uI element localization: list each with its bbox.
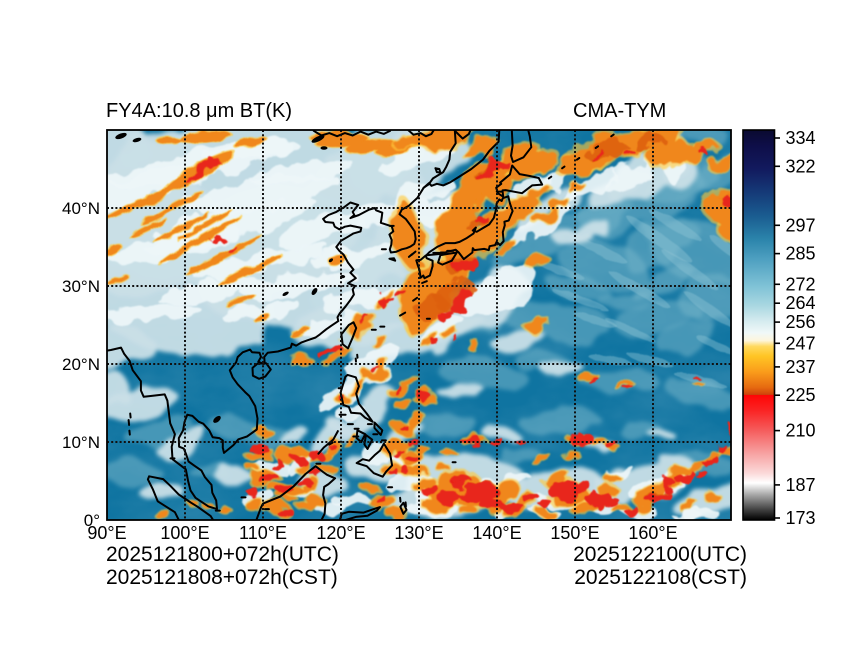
svg-text:160°E: 160°E <box>628 523 677 543</box>
svg-text:187: 187 <box>786 475 816 495</box>
svg-text:150°E: 150°E <box>550 523 599 543</box>
svg-text:10°N: 10°N <box>62 433 100 452</box>
svg-text:272: 272 <box>786 274 816 294</box>
svg-text:285: 285 <box>786 244 816 264</box>
svg-text:140°E: 140°E <box>472 523 521 543</box>
svg-text:322: 322 <box>786 156 816 176</box>
svg-text:0°: 0° <box>84 511 100 530</box>
svg-text:264: 264 <box>786 293 816 313</box>
svg-text:334: 334 <box>786 128 816 148</box>
svg-text:120°E: 120°E <box>316 523 365 543</box>
svg-text:173: 173 <box>786 508 816 528</box>
svg-text:FY4A:10.8 μm BT(K): FY4A:10.8 μm BT(K) <box>106 100 292 122</box>
svg-text:237: 237 <box>786 357 816 377</box>
svg-text:100°E: 100°E <box>160 523 209 543</box>
svg-text:225: 225 <box>786 385 816 405</box>
svg-text:2025121808+072h(CST): 2025121808+072h(CST) <box>106 566 338 589</box>
svg-text:90°E: 90°E <box>87 523 126 543</box>
svg-text:210: 210 <box>786 421 816 441</box>
svg-text:297: 297 <box>786 215 816 235</box>
svg-text:2025121800+072h(UTC): 2025121800+072h(UTC) <box>106 543 339 566</box>
svg-text:256: 256 <box>786 312 816 332</box>
svg-text:CMA-TYM: CMA-TYM <box>573 100 666 122</box>
svg-text:2025122108(CST): 2025122108(CST) <box>574 566 747 589</box>
svg-text:130°E: 130°E <box>394 523 443 543</box>
svg-text:40°N: 40°N <box>62 199 100 218</box>
svg-text:110°E: 110°E <box>239 523 287 543</box>
svg-text:247: 247 <box>786 333 816 353</box>
svg-text:20°N: 20°N <box>62 355 100 374</box>
svg-text:2025122100(UTC): 2025122100(UTC) <box>573 543 747 566</box>
svg-text:30°N: 30°N <box>62 277 100 296</box>
